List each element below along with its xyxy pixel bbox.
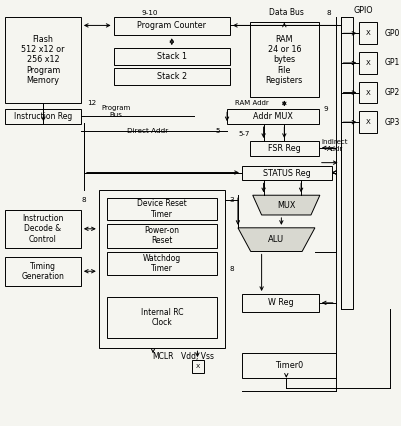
Text: 8: 8	[81, 197, 86, 203]
Text: W Reg: W Reg	[267, 298, 292, 307]
Bar	[5, 109, 81, 124]
Bar	[113, 68, 229, 85]
Text: Instruction
Decode &
Control: Instruction Decode & Control	[22, 214, 63, 244]
Text: Device Reset
Timer: Device Reset Timer	[137, 199, 186, 219]
Text: 5: 5	[215, 128, 220, 134]
Bar	[113, 48, 229, 65]
Text: X: X	[365, 119, 370, 125]
Text: 8: 8	[229, 266, 234, 272]
Text: Timer0: Timer0	[274, 361, 302, 370]
Text: 9: 9	[323, 106, 328, 112]
Bar	[99, 190, 225, 348]
Text: Data Bus: Data Bus	[268, 8, 303, 17]
Text: X: X	[365, 89, 370, 95]
Text: Stack 2: Stack 2	[156, 72, 186, 81]
Bar	[358, 52, 376, 74]
Text: Flash
512 x12 or
256 x12
Program
Memory: Flash 512 x12 or 256 x12 Program Memory	[21, 35, 65, 85]
Bar	[106, 198, 217, 220]
Bar	[191, 360, 204, 373]
Bar	[340, 17, 352, 309]
Bar	[249, 23, 318, 98]
Polygon shape	[252, 195, 319, 215]
Bar	[358, 23, 376, 44]
Text: ALU: ALU	[268, 235, 284, 244]
Text: Direct Addr: Direct Addr	[127, 128, 168, 134]
Polygon shape	[237, 228, 314, 251]
Text: 8: 8	[326, 10, 330, 16]
Bar	[5, 257, 81, 286]
Bar	[358, 111, 376, 133]
Text: Indirect
Addr: Indirect Addr	[321, 139, 348, 153]
Text: RAM
24 or 16
bytes
File
Registers: RAM 24 or 16 bytes File Registers	[265, 35, 302, 85]
Text: Internal RC
Clock: Internal RC Clock	[140, 308, 183, 327]
Text: MCLR: MCLR	[152, 351, 173, 361]
Text: Power-on
Reset: Power-on Reset	[144, 226, 179, 245]
Text: 3: 3	[229, 197, 234, 203]
Bar	[106, 224, 217, 248]
Text: Program
Bus: Program Bus	[101, 105, 131, 118]
Bar	[241, 166, 331, 181]
Bar	[249, 141, 318, 156]
Text: GPIO: GPIO	[352, 6, 372, 15]
Text: GP1: GP1	[384, 58, 399, 67]
Text: Vdd, Vss: Vdd, Vss	[180, 351, 213, 361]
Text: Instruction Reg: Instruction Reg	[14, 112, 72, 121]
Text: Stack 1: Stack 1	[156, 52, 186, 61]
Text: Timing
Generation: Timing Generation	[22, 262, 64, 282]
Text: GP3: GP3	[384, 118, 399, 127]
Text: Program Counter: Program Counter	[137, 21, 206, 30]
Bar	[5, 210, 81, 248]
Bar	[106, 251, 217, 275]
Text: X: X	[365, 30, 370, 36]
Text: GP0: GP0	[384, 29, 399, 38]
Text: X: X	[195, 364, 200, 369]
Bar	[5, 17, 81, 104]
Text: Addr MUX: Addr MUX	[252, 112, 292, 121]
Text: 9-10: 9-10	[141, 10, 157, 16]
Text: 5-7: 5-7	[237, 131, 249, 137]
Text: X: X	[365, 60, 370, 66]
Text: Watchdog
Timer: Watchdog Timer	[142, 253, 180, 273]
Text: 12: 12	[87, 101, 96, 106]
Bar	[358, 82, 376, 104]
Bar	[241, 294, 318, 312]
Bar	[241, 353, 335, 378]
Bar	[113, 17, 229, 35]
Bar	[106, 297, 217, 338]
Text: FSR Reg: FSR Reg	[267, 144, 300, 153]
Text: RAM Addr: RAM Addr	[234, 101, 268, 106]
Text: MUX: MUX	[276, 201, 295, 210]
Text: GP2: GP2	[384, 88, 399, 97]
Bar	[227, 109, 318, 124]
Text: STATUS Reg: STATUS Reg	[262, 169, 310, 178]
